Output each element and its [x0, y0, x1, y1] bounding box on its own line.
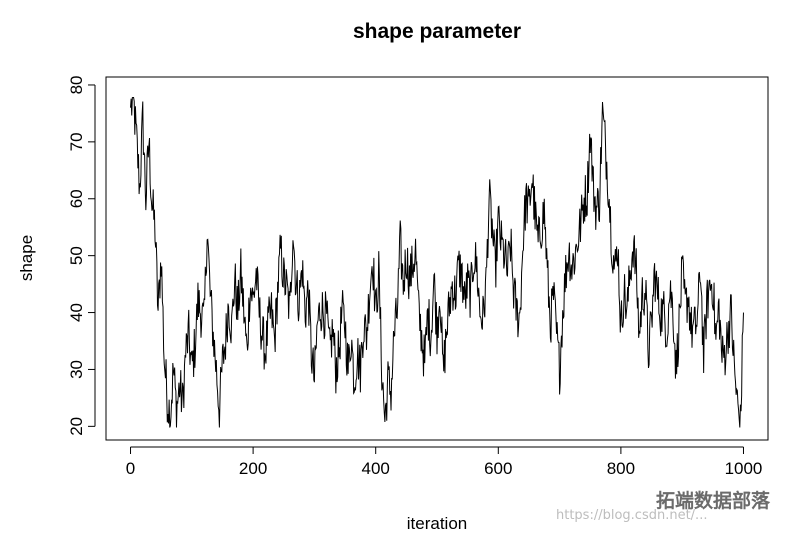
watermark-brand: 拓端数据部落 — [656, 486, 770, 513]
x-axis: 0 200 400 600 800 1000 — [126, 447, 763, 478]
y-tick-label: 30 — [67, 360, 86, 379]
chart-title: shape parameter — [353, 20, 521, 43]
y-axis: 20 30 40 50 60 70 80 — [67, 76, 95, 436]
y-tick-label: 50 — [67, 246, 86, 265]
y-tick-label: 60 — [67, 189, 86, 208]
y-tick-label: 70 — [67, 132, 86, 151]
x-tick-label: 0 — [126, 459, 135, 478]
x-tick-label: 400 — [362, 459, 390, 478]
x-tick-label: 600 — [484, 459, 512, 478]
plot-frame — [106, 77, 768, 440]
y-tick-label: 20 — [67, 417, 86, 436]
y-tick-label: 80 — [67, 76, 86, 95]
y-tick-label: 40 — [67, 303, 86, 322]
x-tick-label: 800 — [607, 459, 635, 478]
shape-trace-line — [131, 97, 744, 427]
x-tick-label: 1000 — [725, 459, 763, 478]
x-tick-label: 200 — [239, 459, 267, 478]
y-axis-label: shape — [17, 235, 36, 281]
x-axis-label: iteration — [407, 514, 467, 533]
